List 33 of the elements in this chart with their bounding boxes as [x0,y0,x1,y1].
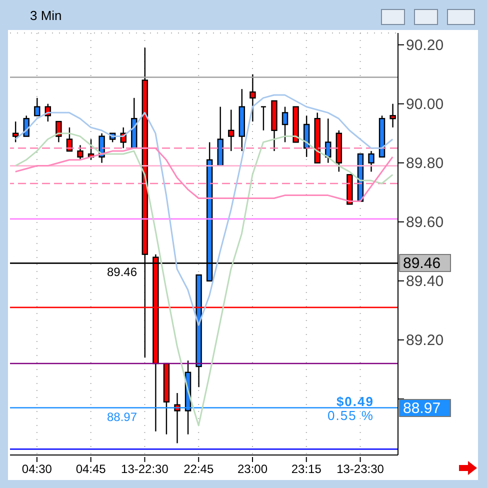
y-tick-label: 89.40 [406,273,444,290]
text: 89.46 [403,255,441,272]
x-tick-label: 22:45 [184,462,214,476]
candlestick [66,126,73,152]
candlestick [174,392,180,444]
x-tick-label: 23:15 [291,462,322,476]
y-tick-label: 89.20 [406,332,444,350]
x-tick-label: 23:00 [237,462,268,476]
line-series [14,94,394,326]
candlestick [368,150,374,172]
candlestick [228,109,234,152]
candlestick [34,97,40,116]
candlestick [260,106,267,131]
y-tick-label: 89.80 [406,155,444,172]
annotation: $0.49 [336,394,374,409]
candlestick [77,144,84,160]
annotation: 0.55 % [328,408,374,423]
candlestick [250,74,256,122]
candlestick [56,120,62,143]
x-tick-label: 04:30 [22,462,52,476]
candlestick [325,118,332,164]
candlestick [282,106,288,143]
ref-line-label: 88.97 [107,410,138,424]
y-tick-label: 89.60 [406,214,444,232]
text: 88.97 [403,400,441,417]
candlestick [12,120,19,143]
x-tick-label: 04:45 [76,462,106,476]
chart-title: 3 Min [30,8,62,23]
y-tick-label: 90.20 [406,37,444,54]
y-tick-label: 90.00 [406,96,444,114]
x-tick-label: 13-22:30 [121,462,169,476]
x-tick-label: 13-23:30 [336,462,384,476]
ref-line-label: 89.46 [107,265,138,280]
